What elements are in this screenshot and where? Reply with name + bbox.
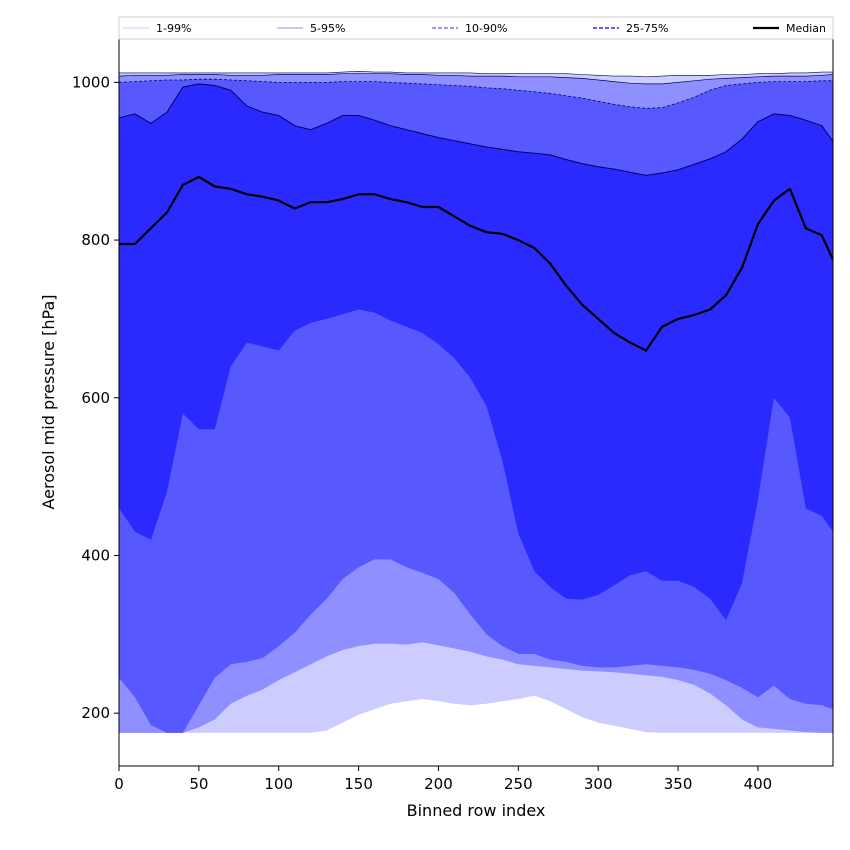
median-layer (119, 175, 833, 352)
edge-5-95-upper (119, 73, 833, 85)
y-tick-label: 600 (81, 389, 110, 407)
edge-25-75-upper (119, 83, 833, 176)
band-25-75 (119, 83, 833, 621)
x-tick-label: 400 (744, 775, 773, 793)
legend-label: 10-90% (465, 22, 507, 35)
edge-1-99-upper (119, 70, 833, 78)
y-tick-label: 1000 (72, 73, 110, 91)
x-tick-label: 250 (504, 775, 533, 793)
legend-label: 1-99% (156, 22, 191, 35)
y-axis-title: Aerosol mid pressure [hPa] (39, 294, 58, 509)
x-tick-label: 300 (584, 775, 613, 793)
legend-box (118, 16, 834, 40)
y-tick-label: 200 (81, 704, 110, 722)
legend-label: Median (786, 22, 826, 35)
x-tick-label: 50 (189, 775, 208, 793)
x-tick-label: 100 (264, 775, 293, 793)
y-axis-ticks: 200 400 600 800 1000 (72, 73, 119, 722)
x-tick-label: 200 (424, 775, 453, 793)
y-tick-label: 800 (81, 231, 110, 249)
x-tick-label: 0 (114, 775, 124, 793)
x-axis-ticks: 0 50 100 150 200 250 300 350 400 (114, 766, 772, 793)
y-tick-label: 400 (81, 546, 110, 564)
band-layers (119, 70, 833, 733)
legend-label: 5-95% (310, 22, 345, 35)
x-tick-label: 150 (344, 775, 373, 793)
median-line (119, 175, 833, 352)
x-tick-label: 350 (664, 775, 693, 793)
legend-label: 25-75% (626, 22, 668, 35)
x-axis-title: Binned row index (407, 801, 546, 820)
legend: 1-99% 5-95% 10-90% 25-75% Median (118, 16, 834, 40)
